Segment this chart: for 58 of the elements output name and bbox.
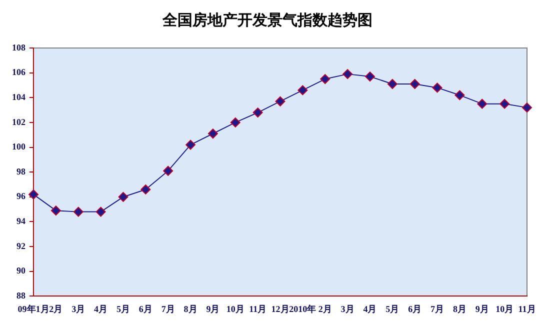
y-tick-label: 104: [12, 92, 26, 102]
x-tick-label: 10月: [496, 304, 514, 314]
point: [500, 98, 510, 109]
x-tick-label: 8月: [184, 304, 198, 314]
point: [140, 184, 151, 194]
y-tick-label: 98: [16, 166, 26, 176]
x-tick-label: 3月: [340, 304, 354, 314]
point: [410, 78, 420, 89]
point: [230, 117, 240, 128]
point: [522, 102, 532, 113]
point: [320, 74, 330, 84]
x-tick-label: 9月: [206, 304, 220, 314]
x-tick-label: 10月: [226, 304, 244, 314]
x-tick-label: 2月: [49, 304, 63, 314]
x-tick-label: 4月: [363, 304, 377, 314]
point: [342, 69, 353, 80]
point: [252, 108, 263, 118]
point: [118, 192, 128, 202]
point: [163, 166, 174, 176]
y-tick-label: 94: [16, 216, 26, 226]
point: [208, 128, 218, 139]
point: [432, 82, 442, 93]
x-tick-label: 6月: [408, 304, 422, 314]
x-tick-label: 2月: [318, 304, 332, 314]
point: [387, 78, 398, 89]
y-tick-label: 108: [12, 42, 26, 52]
y-tick-label: 90: [16, 266, 26, 276]
x-tick-label: 5月: [386, 304, 400, 314]
x-tick-label: 11月: [249, 304, 267, 314]
chart-title: 全国房地产开发景气指数趋势图: [162, 10, 372, 29]
point: [186, 140, 196, 150]
y-tick-label: 102: [12, 116, 26, 127]
point: [50, 206, 61, 216]
x-tick-label: 3月: [72, 304, 86, 314]
point: [275, 96, 286, 106]
x-tick-label: 12月: [271, 304, 290, 314]
x-tick-label: 8月: [452, 304, 466, 314]
x-tick-label: 7月: [430, 304, 444, 314]
x-tick-label: 4月: [94, 304, 108, 314]
point: [298, 85, 308, 96]
y-tick-label: 96: [16, 191, 26, 202]
x-tick-label: 09年1月: [18, 304, 50, 314]
point: [454, 90, 465, 100]
y-tick-label: 92: [16, 240, 26, 251]
y-tick-label: 88: [16, 290, 26, 301]
point: [364, 72, 375, 82]
y-tick-label: 106: [12, 67, 26, 78]
x-tick-label: 2010年: [289, 304, 316, 314]
x-tick-label: 7月: [161, 304, 175, 314]
x-tick-label: 5月: [116, 304, 130, 314]
y-tick-label: 100: [12, 142, 26, 152]
x-tick-label: 6月: [138, 304, 152, 314]
x-tick-label: 11月: [518, 304, 536, 314]
x-tick-label: 9月: [475, 304, 489, 314]
point: [96, 206, 106, 217]
point: [73, 206, 84, 217]
point: [477, 98, 488, 109]
point: [28, 189, 38, 200]
